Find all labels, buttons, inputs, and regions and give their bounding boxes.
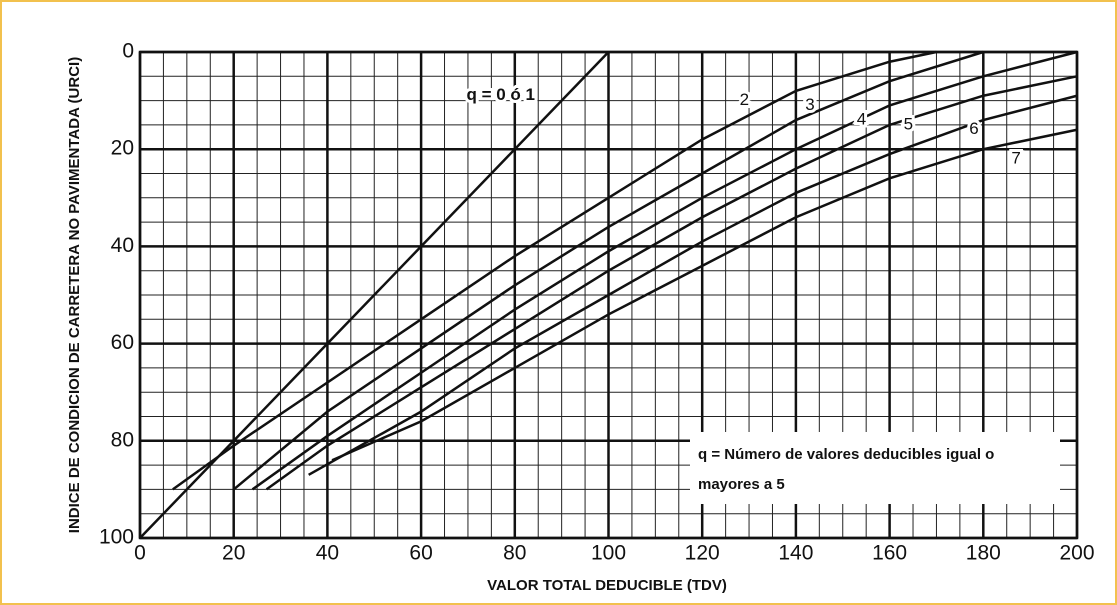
x-tick-label: 200 <box>1059 542 1094 565</box>
y-tick-label: 60 <box>111 331 134 354</box>
series-label: 6 <box>969 119 978 138</box>
line <box>232 50 984 491</box>
annotation: q = Número de valores deducibles igual o <box>698 446 994 463</box>
series-label: 7 <box>1011 148 1020 167</box>
y-axis-label: INDICE DE CONDICION DE CARRETERA NO PAVI… <box>66 57 83 533</box>
x-tick-label: 140 <box>778 542 813 565</box>
x-tick-label: 20 <box>222 542 245 565</box>
line <box>308 94 1078 476</box>
series-label: q = 0 ó 1 <box>466 85 535 104</box>
x-axis-label: VALOR TOTAL DEDUCIBLE (TDV) <box>487 577 727 594</box>
x-tick-label: 120 <box>685 542 720 565</box>
series-label: 3 <box>805 95 814 114</box>
y-tick-label: 40 <box>111 234 134 257</box>
series-label: 5 <box>904 114 913 133</box>
x-tick-label: 100 <box>591 542 626 565</box>
line <box>265 75 1078 491</box>
x-tick-label: 80 <box>503 542 526 565</box>
line <box>331 128 1078 462</box>
y-tick-label: 100 <box>99 526 134 549</box>
series-label: 4 <box>857 110 866 129</box>
series-label: 2 <box>740 90 749 109</box>
x-tick-label: 60 <box>409 542 432 565</box>
x-tick-label: 160 <box>872 542 907 565</box>
y-tick-label: 0 <box>122 40 134 63</box>
x-tick-label: 0 <box>134 542 146 565</box>
line <box>251 50 1078 491</box>
x-tick-label: 40 <box>316 542 339 565</box>
annotation-box <box>690 432 1060 504</box>
y-tick-label: 80 <box>111 428 134 451</box>
x-tick-label: 180 <box>966 542 1001 565</box>
y-tick-label: 20 <box>111 137 134 160</box>
line <box>172 50 937 491</box>
annotation: mayores a 5 <box>698 476 785 493</box>
